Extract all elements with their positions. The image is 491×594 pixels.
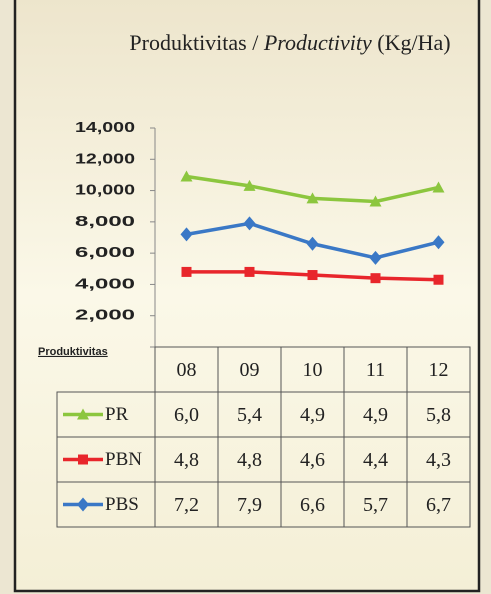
y-tick-label: 4,000	[75, 275, 135, 292]
table-cell: 5,4	[237, 404, 262, 426]
table-cell: 6,0	[174, 404, 199, 426]
table-cell: 7,2	[174, 494, 199, 516]
x-tick-label: 12	[429, 359, 449, 381]
marker	[433, 274, 444, 285]
table-cell: 4,6	[300, 449, 325, 471]
table-cell: 4,8	[174, 449, 199, 471]
table-cell: 5,8	[426, 404, 451, 426]
table-cell: 4,9	[300, 404, 325, 426]
marker	[369, 195, 382, 207]
marker	[180, 227, 193, 242]
table-cell: 7,9	[237, 494, 262, 516]
y-tick-label: 12,000	[75, 150, 135, 167]
table-cell: 6,7	[426, 494, 451, 516]
table-cell: 5,7	[363, 494, 388, 516]
title-part: Productivity	[263, 30, 372, 55]
title-part: Produktivitas /	[129, 30, 263, 55]
frame	[13, 0, 481, 593]
marker	[306, 192, 319, 204]
table-cell: 4,3	[426, 449, 451, 471]
marker	[243, 216, 256, 231]
table-cell: 6,6	[300, 494, 325, 516]
y-tick-label: 6,000	[75, 244, 135, 261]
marker	[307, 270, 318, 281]
marker	[180, 170, 193, 182]
marker	[78, 454, 88, 465]
marker	[77, 497, 89, 512]
marker	[306, 236, 319, 251]
x-tick-label: 09	[240, 359, 260, 381]
row-header: Produktivitas	[38, 346, 108, 358]
x-tick-label: 08	[177, 359, 197, 381]
table-border	[56, 391, 471, 528]
y-tick-label: 10,000	[75, 182, 135, 199]
marker	[244, 266, 255, 277]
y-tick-label: 14,000	[75, 119, 135, 136]
title-part: (Kg/Ha)	[372, 30, 451, 55]
legend-label: PBS	[105, 494, 139, 515]
y-tick-label: 8,000	[75, 213, 135, 230]
marker	[181, 266, 192, 277]
marker	[370, 273, 381, 284]
marker	[77, 408, 89, 420]
x-tick-label: 11	[366, 359, 385, 381]
table-cell: 4,4	[363, 449, 388, 471]
marker	[369, 250, 382, 265]
x-tick-label: 10	[303, 359, 323, 381]
marker	[432, 181, 445, 193]
marker	[243, 179, 256, 191]
chart-title: Produktivitas / Productivity (Kg/Ha)	[129, 30, 450, 55]
legend-label: PBN	[105, 449, 142, 470]
legend-label: PR	[105, 404, 129, 425]
table-cell: 4,8	[237, 449, 262, 471]
table-cell: 4,9	[363, 404, 388, 426]
y-tick-label: 2,000	[75, 307, 135, 324]
marker	[432, 235, 445, 250]
